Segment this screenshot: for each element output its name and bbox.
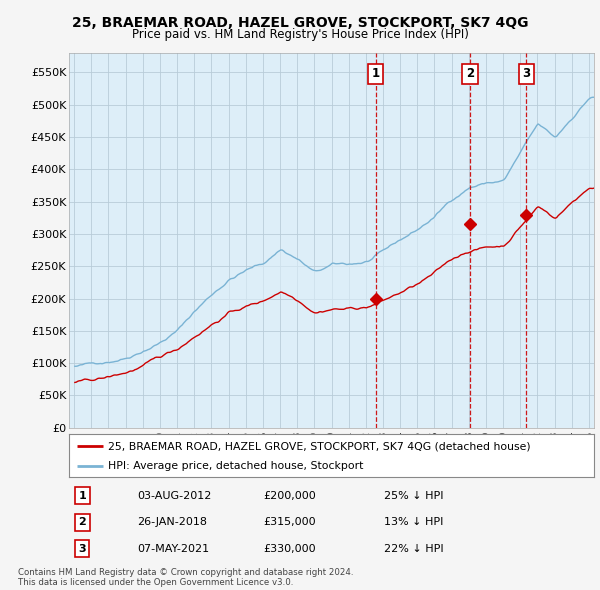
Text: 3: 3: [79, 543, 86, 553]
Text: This data is licensed under the Open Government Licence v3.0.: This data is licensed under the Open Gov…: [18, 578, 293, 587]
Text: 2: 2: [466, 67, 474, 80]
Text: 25, BRAEMAR ROAD, HAZEL GROVE, STOCKPORT, SK7 4QG: 25, BRAEMAR ROAD, HAZEL GROVE, STOCKPORT…: [72, 16, 528, 30]
Text: 13% ↓ HPI: 13% ↓ HPI: [384, 517, 443, 527]
Text: 07-MAY-2021: 07-MAY-2021: [137, 543, 209, 553]
Text: 25, BRAEMAR ROAD, HAZEL GROVE, STOCKPORT, SK7 4QG (detached house): 25, BRAEMAR ROAD, HAZEL GROVE, STOCKPORT…: [109, 441, 531, 451]
Text: Price paid vs. HM Land Registry's House Price Index (HPI): Price paid vs. HM Land Registry's House …: [131, 28, 469, 41]
Text: Contains HM Land Registry data © Crown copyright and database right 2024.: Contains HM Land Registry data © Crown c…: [18, 568, 353, 576]
Text: 1: 1: [78, 491, 86, 501]
Text: 25% ↓ HPI: 25% ↓ HPI: [384, 491, 443, 501]
Text: £200,000: £200,000: [263, 491, 316, 501]
Text: 26-JAN-2018: 26-JAN-2018: [137, 517, 207, 527]
Text: 03-AUG-2012: 03-AUG-2012: [137, 491, 212, 501]
Text: HPI: Average price, detached house, Stockport: HPI: Average price, detached house, Stoc…: [109, 461, 364, 471]
Text: 22% ↓ HPI: 22% ↓ HPI: [384, 543, 443, 553]
Text: £330,000: £330,000: [263, 543, 316, 553]
Text: 1: 1: [372, 67, 380, 80]
Text: £315,000: £315,000: [263, 517, 316, 527]
Text: 2: 2: [78, 517, 86, 527]
Text: 3: 3: [522, 67, 530, 80]
